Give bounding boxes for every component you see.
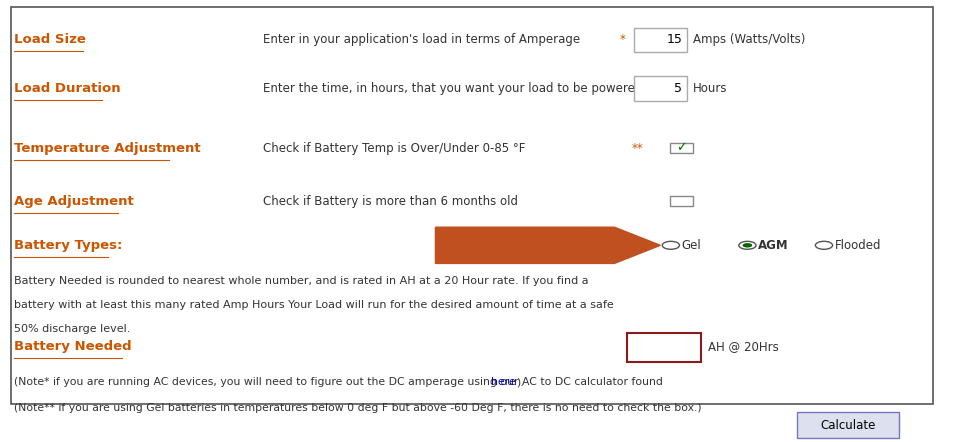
Text: Enter in your application's load in terms of Amperage: Enter in your application's load in term… [263,33,584,46]
Text: Flooded: Flooded [835,239,881,252]
Text: 50% discharge level.: 50% discharge level. [14,324,131,334]
Text: (Note** if you are using Gel batteries in temperatures below 0 deg F but above -: (Note** if you are using Gel batteries i… [14,403,702,412]
FancyBboxPatch shape [634,76,687,100]
Circle shape [739,241,756,249]
FancyBboxPatch shape [634,27,687,52]
Text: ✓: ✓ [677,141,686,155]
Text: 15: 15 [666,33,682,46]
Text: Battery Needed: Battery Needed [14,340,132,354]
FancyArrow shape [435,227,660,263]
Text: Age Adjustment: Age Adjustment [14,194,134,208]
Text: here: here [491,377,516,387]
Text: ).: ). [516,377,523,387]
Text: Calculate: Calculate [820,419,876,432]
FancyBboxPatch shape [797,412,899,438]
FancyBboxPatch shape [670,196,693,206]
Circle shape [743,243,752,248]
Text: Load Duration: Load Duration [14,82,121,95]
FancyBboxPatch shape [627,333,701,362]
Text: AH @ 20Hrs: AH @ 20Hrs [708,340,779,354]
Circle shape [662,241,679,249]
Circle shape [815,241,833,249]
Text: Check if Battery is more than 6 months old: Check if Battery is more than 6 months o… [263,194,518,208]
FancyBboxPatch shape [670,143,693,153]
Text: AGM: AGM [758,239,789,252]
Text: Load Size: Load Size [14,33,86,46]
Text: Enter the time, in hours, that you want your load to be powered: Enter the time, in hours, that you want … [263,82,642,95]
Text: (Note* if you are running AC devices, you will need to figure out the DC amperag: (Note* if you are running AC devices, yo… [14,377,667,387]
Text: Temperature Adjustment: Temperature Adjustment [14,141,201,155]
Text: Amps (Watts/Volts): Amps (Watts/Volts) [693,33,805,46]
Text: **: ** [632,141,643,155]
Text: Check if Battery Temp is Over/Under 0-85 °F: Check if Battery Temp is Over/Under 0-85… [263,141,529,155]
Text: Battery Needed is rounded to nearest whole number, and is rated in AH at a 20 Ho: Battery Needed is rounded to nearest who… [14,276,589,286]
Text: *: * [619,33,625,46]
Text: Gel: Gel [681,239,701,252]
Text: Battery Types:: Battery Types: [14,239,122,252]
FancyBboxPatch shape [11,7,933,404]
Text: Hours: Hours [693,82,727,95]
Text: 5: 5 [675,82,682,95]
Text: battery with at least this many rated Amp Hours Your Load will run for the desir: battery with at least this many rated Am… [14,300,614,310]
